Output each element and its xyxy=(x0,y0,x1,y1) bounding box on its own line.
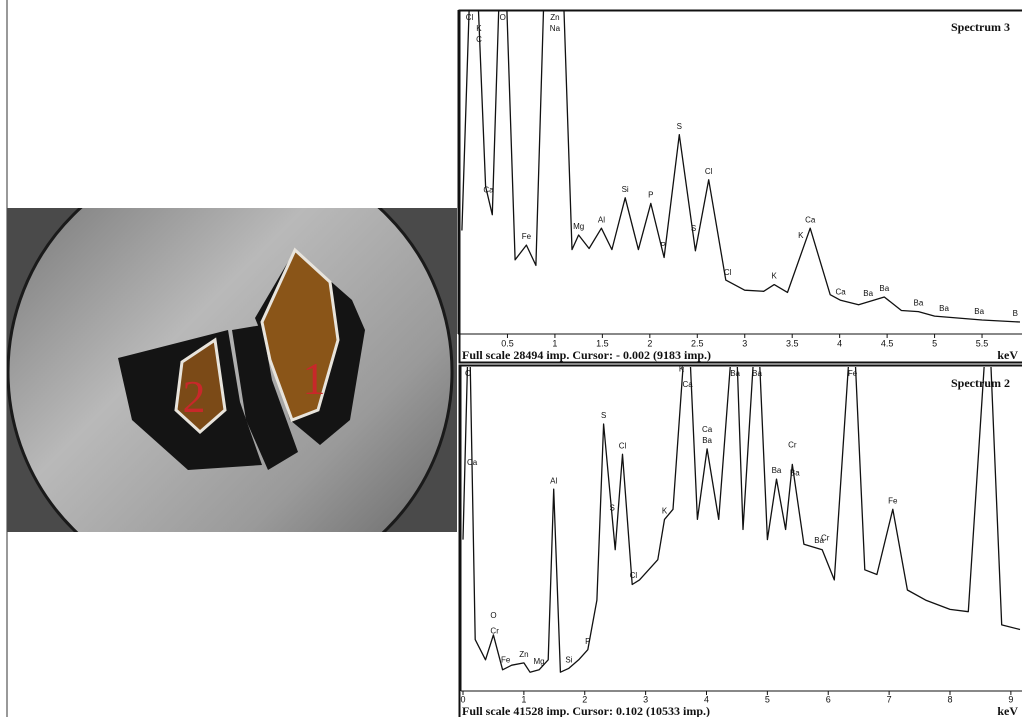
x-tick-label: 7 xyxy=(887,694,892,704)
peak-label: Cl xyxy=(705,167,713,176)
peak-label: O xyxy=(490,611,496,620)
peak-label: Mg xyxy=(573,222,584,231)
peak-label: S xyxy=(691,224,696,233)
peak-label: Fe xyxy=(848,369,858,378)
footer: Full scale 41528 imp. Cursor: 0.102 (105… xyxy=(462,704,710,717)
peak-label: Fe xyxy=(501,655,511,664)
x-tick-label: 4 xyxy=(837,338,842,348)
peak-label: Ba xyxy=(914,299,924,308)
peak-label: Ba xyxy=(879,284,889,293)
peak-label: S xyxy=(601,411,606,420)
peak-label: Ca xyxy=(702,425,713,434)
peak-label: C xyxy=(465,369,471,378)
panel-frame xyxy=(460,11,1022,363)
figure: 2 1 Spectrum 30.511.522.533.544.555.5ClK… xyxy=(0,0,1022,717)
spectrum-line xyxy=(462,0,1020,322)
peak-label: Zn xyxy=(519,650,528,659)
footer: Full scale 28494 imp. Cursor: - 0.002 (9… xyxy=(462,348,711,362)
peak-label: Ca xyxy=(683,380,694,389)
peak-label: Ba xyxy=(974,307,984,316)
peak-label: Ca xyxy=(805,215,816,224)
x-tick-label: 3 xyxy=(742,338,747,348)
peak-label: Mg xyxy=(534,657,545,666)
peak-label: S xyxy=(677,122,682,131)
peak-label: Ba xyxy=(752,369,762,378)
peak-label: Ba xyxy=(790,468,800,477)
peak-label: Ba xyxy=(730,369,740,378)
x-tick-label: 5.5 xyxy=(976,338,989,348)
peak-label: P xyxy=(648,191,653,200)
peak-label: Ca xyxy=(467,458,478,467)
peak-label: Al xyxy=(598,215,605,224)
peak-label: Cl xyxy=(724,268,732,277)
peak-label: K xyxy=(771,272,777,281)
chart-title: Spectrum 3 xyxy=(951,20,1010,34)
photo: 2 1 xyxy=(7,150,457,594)
peak-label: K xyxy=(662,507,668,516)
x-axis-label: keV xyxy=(997,704,1018,717)
peak-label: Cl xyxy=(630,571,638,580)
photo-label: 2 xyxy=(183,371,206,422)
peak-label: Fe xyxy=(522,232,532,241)
x-tick-label: 5 xyxy=(932,338,937,348)
peak-label: P xyxy=(660,241,665,250)
x-tick-label: 4.5 xyxy=(881,338,894,348)
peak-label: Na xyxy=(550,24,561,33)
peak-label: Cr xyxy=(490,627,499,636)
peak-label: Ba xyxy=(814,536,824,545)
peak-label: C xyxy=(476,35,482,44)
peak-label: Al xyxy=(550,476,557,485)
peak-label: Cr xyxy=(788,440,797,449)
x-tick-label: 8 xyxy=(947,694,952,704)
spectrum xyxy=(462,0,1020,322)
x-tick-label: 3.5 xyxy=(786,338,799,348)
x-tick-label: 6 xyxy=(826,694,831,704)
peak-label: Fe xyxy=(888,496,898,505)
peak-label: Zn xyxy=(550,13,559,22)
x-axis-label: keV xyxy=(997,348,1018,362)
peak-label: P xyxy=(585,637,590,646)
peak-label: Ba xyxy=(939,304,949,313)
x-tick-label: 5 xyxy=(765,694,770,704)
peak-label: Si xyxy=(565,655,572,664)
peak-label: K xyxy=(798,231,804,240)
peak-label: Cl xyxy=(466,13,474,22)
page: {"photo": {"labels": ["2", "1"]}, "chart… xyxy=(0,0,1022,717)
peak-label: Ba xyxy=(863,289,873,298)
peak-label: O xyxy=(500,13,506,22)
peak-label: Ca xyxy=(483,186,494,195)
peak-label: B xyxy=(1013,309,1018,318)
photo-label: 1 xyxy=(303,353,326,404)
peak-label: S xyxy=(609,504,614,513)
chart-title: Spectrum 2 xyxy=(951,376,1010,390)
peak-label: K xyxy=(476,24,482,33)
peak-label: Ba xyxy=(772,466,782,475)
peak-label: Cl xyxy=(619,441,627,450)
peak-label: Ba xyxy=(702,436,712,445)
peak-label: Si xyxy=(622,185,629,194)
peak-label: Ca xyxy=(835,287,846,296)
peak-label: K xyxy=(679,365,685,374)
